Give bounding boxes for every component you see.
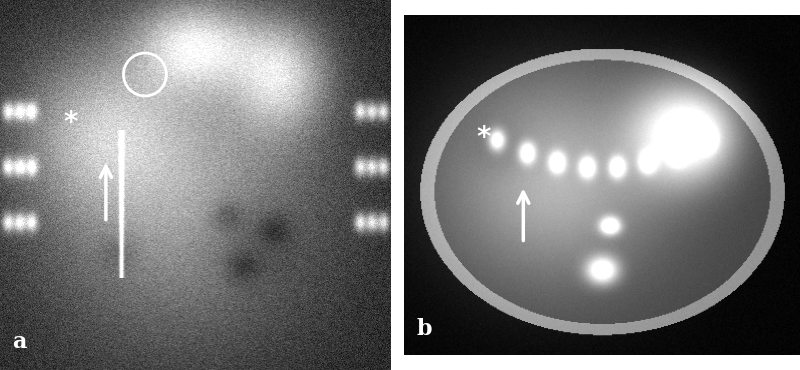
Text: *: * <box>477 124 491 152</box>
Text: *: * <box>63 109 78 137</box>
Text: a: a <box>12 331 26 353</box>
Text: b: b <box>416 318 432 340</box>
